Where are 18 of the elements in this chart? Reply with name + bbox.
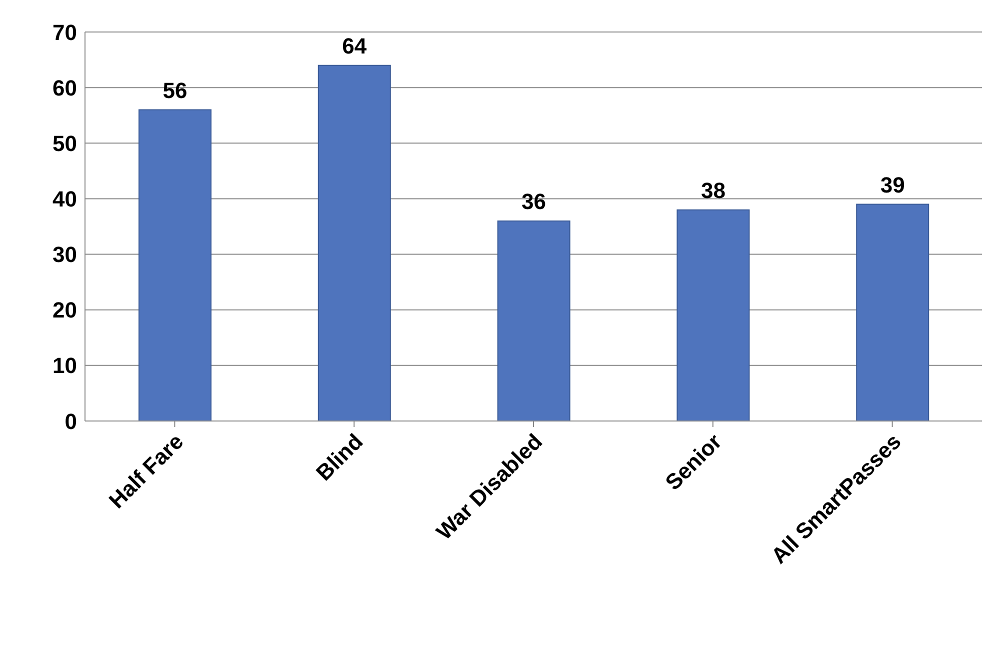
- bar: [138, 109, 212, 421]
- bar: [676, 209, 750, 421]
- data-label: 39: [880, 172, 905, 198]
- y-tick-label: 40: [52, 186, 77, 212]
- bar: [497, 220, 570, 421]
- bar: [318, 64, 391, 421]
- y-tick-label: 50: [52, 130, 77, 156]
- data-label: 38: [700, 178, 726, 203]
- y-tick-label: 30: [52, 242, 77, 268]
- y-tick-label: 20: [52, 298, 77, 323]
- y-tick-label: 10: [52, 353, 77, 378]
- y-tick-label: 0: [64, 408, 77, 434]
- data-label: 64: [342, 33, 368, 58]
- y-tick-label: 60: [52, 75, 77, 100]
- data-label: 56: [162, 78, 188, 103]
- data-label: 36: [522, 188, 546, 214]
- y-tick-label: 70: [52, 20, 77, 45]
- bar: [856, 204, 930, 421]
